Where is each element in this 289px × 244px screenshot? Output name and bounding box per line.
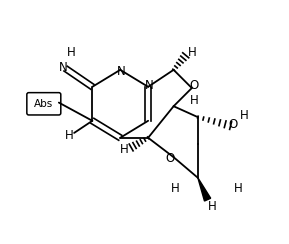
Polygon shape <box>198 178 211 201</box>
Text: N: N <box>145 79 154 92</box>
Text: H: H <box>240 110 248 122</box>
Text: N: N <box>59 61 68 74</box>
Text: Abs: Abs <box>34 99 53 109</box>
Text: N: N <box>117 65 126 78</box>
Text: H: H <box>67 46 76 59</box>
Text: O: O <box>228 118 238 131</box>
Text: H: H <box>190 94 199 107</box>
Text: O: O <box>190 79 199 92</box>
Text: H: H <box>208 200 217 214</box>
Text: H: H <box>234 182 242 195</box>
Text: H: H <box>171 182 179 195</box>
Text: H: H <box>65 129 74 142</box>
Text: O: O <box>165 152 175 165</box>
Text: H: H <box>188 46 196 59</box>
FancyBboxPatch shape <box>27 93 61 115</box>
Text: H: H <box>120 143 128 156</box>
